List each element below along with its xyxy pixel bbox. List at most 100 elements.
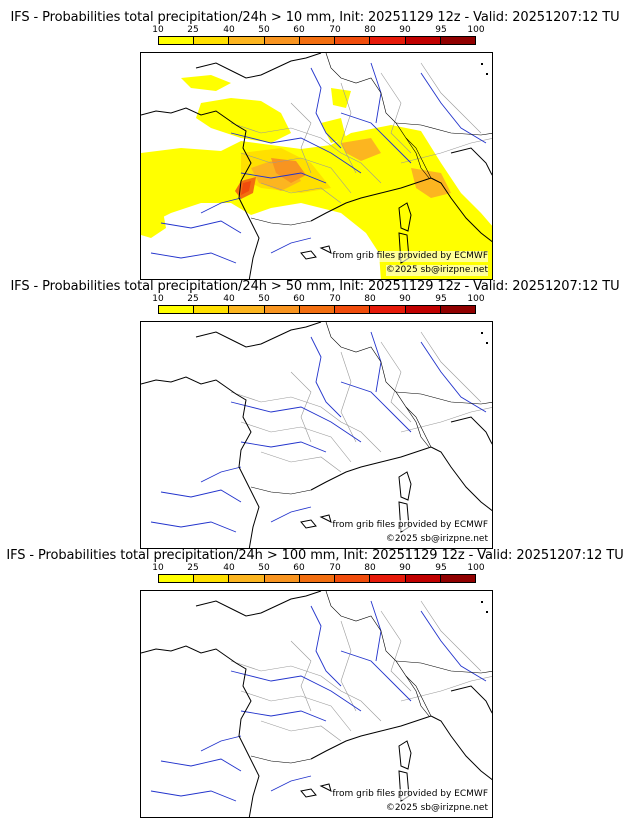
probability-scale-labels: 10 25 40 50 60 70 80 90 95 100 <box>152 294 484 306</box>
coastline <box>398 202 412 232</box>
scale-tick: 70 <box>329 563 341 573</box>
scale-swatch <box>335 575 371 582</box>
river <box>310 605 342 687</box>
coastline <box>450 416 492 445</box>
scale-tick: 90 <box>399 25 411 35</box>
region-border <box>290 371 312 443</box>
coastline <box>398 471 412 501</box>
probability-color-scale <box>158 36 476 45</box>
scale-swatch <box>299 306 336 313</box>
precip-area <box>411 168 451 198</box>
scale-swatch <box>440 575 475 582</box>
scale-tick: 90 <box>399 563 411 573</box>
coastline <box>398 740 412 770</box>
probability-scale-labels: 10 25 40 50 60 70 80 90 95 100 <box>152 563 484 575</box>
region-border <box>290 640 312 712</box>
probability-scale-labels: 10 25 40 50 60 70 80 90 95 100 <box>152 25 484 37</box>
coastlines <box>141 53 492 279</box>
region-border <box>380 610 412 692</box>
scale-swatch <box>440 37 475 44</box>
scale-tick: 95 <box>435 25 447 35</box>
scale-swatch <box>370 306 406 313</box>
scale-tick: 40 <box>223 25 235 35</box>
precip-area <box>241 181 251 195</box>
scale-swatch <box>229 575 265 582</box>
region-border <box>400 676 492 702</box>
country-border <box>395 660 492 674</box>
panel-50mm: IFS - Probabilities total precipitation/… <box>0 279 630 549</box>
river <box>370 62 382 124</box>
scale-swatch <box>405 37 441 44</box>
region-border <box>230 660 382 722</box>
scale-tick: 90 <box>399 294 411 304</box>
region-border <box>260 451 342 473</box>
region-border <box>230 391 382 453</box>
island-dot <box>481 601 483 603</box>
precip-area <box>331 88 351 108</box>
scale-tick: 10 <box>152 294 164 304</box>
region-border <box>420 62 482 134</box>
scale-tick: 25 <box>187 25 199 35</box>
scale-tick: 40 <box>223 294 235 304</box>
country-borders <box>250 322 492 495</box>
precip-area <box>141 201 166 238</box>
scale-swatch <box>264 37 300 44</box>
scale-swatch <box>335 306 371 313</box>
region-border <box>240 690 352 732</box>
precipitation-map: from grib files provided by ECMWF ©2025 … <box>140 52 493 280</box>
river <box>150 790 237 802</box>
scale-swatch <box>405 306 441 313</box>
scale-swatch <box>335 37 371 44</box>
precipitation-map: from grib files provided by ECMWF ©2025 … <box>140 590 493 818</box>
precip-area <box>321 118 346 143</box>
panel-title: IFS - Probabilities total precipitation/… <box>6 548 624 563</box>
scale-tick: 80 <box>364 563 376 573</box>
river <box>150 521 237 533</box>
coastline <box>319 245 332 254</box>
probability-color-scale <box>158 574 476 583</box>
region-border <box>340 351 357 443</box>
scale-swatch <box>194 306 230 313</box>
coastline <box>195 591 322 617</box>
country-border <box>325 53 432 179</box>
region-border <box>240 152 352 194</box>
region-border <box>420 331 482 403</box>
scale-tick: 100 <box>467 25 485 35</box>
credit-copyright: ©2025 sb@irizpne.net <box>385 803 488 814</box>
river <box>270 506 312 523</box>
river <box>230 132 362 174</box>
coastline <box>430 715 492 781</box>
scale-swatch <box>299 575 336 582</box>
scale-swatch <box>264 575 300 582</box>
coastline <box>319 783 332 792</box>
river <box>340 381 412 433</box>
scale-swatch <box>194 37 230 44</box>
scale-swatch <box>229 37 265 44</box>
river <box>160 489 242 503</box>
coastline <box>141 107 260 279</box>
region-border <box>380 72 412 154</box>
scale-swatch <box>299 37 336 44</box>
precip-area <box>181 75 231 91</box>
scale-swatch <box>194 575 230 582</box>
country-border <box>325 322 432 448</box>
precip-area <box>271 158 306 183</box>
river <box>370 331 382 393</box>
scale-tick: 10 <box>152 25 164 35</box>
coastline <box>319 514 332 523</box>
coastline <box>430 446 492 512</box>
coastline <box>195 322 322 348</box>
river <box>200 197 242 214</box>
island-dot <box>486 73 488 75</box>
scale-tick: 95 <box>435 563 447 573</box>
scale-tick: 100 <box>467 294 485 304</box>
river <box>270 775 312 792</box>
river <box>200 466 242 483</box>
coastline <box>300 250 317 260</box>
river <box>420 72 487 144</box>
river <box>340 650 412 702</box>
river <box>370 600 382 662</box>
island-dot <box>486 342 488 344</box>
panel-title: IFS - Probabilities total precipitation/… <box>10 10 620 25</box>
country-border <box>405 406 430 448</box>
